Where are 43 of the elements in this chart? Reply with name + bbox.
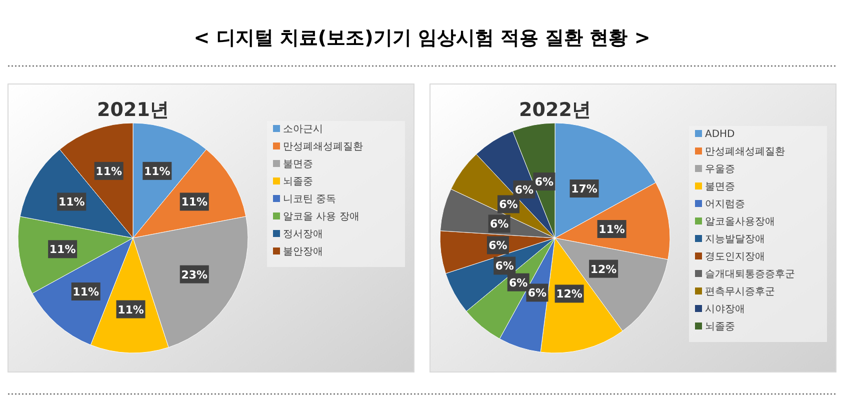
legend-label: 만성폐쇄성폐질환 [705,146,785,158]
legend-label: ADHD [705,129,736,140]
legend-label: 시야장애 [705,304,745,315]
legend-label: 뇌졸중 [283,176,313,188]
data-label: 6% [488,239,508,252]
legend-label: 니코틴 중독 [283,194,336,205]
legend-label: 정서장애 [283,229,323,240]
text: < 디지털 치료(보조)기기 임상시험 적용 질환 현황 > [194,27,650,49]
data-label: 11% [96,164,122,178]
data-label: 6% [490,218,509,231]
data-label: 6% [495,260,514,273]
legend-label: 만성폐쇄성폐질환 [283,142,363,152]
data-label: 12% [590,262,617,276]
chart-title: 2021년 [97,99,169,121]
legend-label: 우울증 [705,164,735,175]
data-label: 12% [556,288,582,301]
data-label: 11% [58,196,85,209]
legend-label: 불안장애 [283,246,323,258]
legend-label: 알코올사용장애 [705,216,775,228]
legend-label: 어지럼증 [705,199,745,210]
data-label: 6% [534,176,554,189]
data-label: 6% [509,276,528,290]
data-label: 11% [49,243,76,256]
legend-label: 경도인지장애 [705,252,765,262]
legend-label: 편측무시증후군 [705,286,775,298]
chart-title: 2022년 [519,99,591,121]
data-label: 6% [514,183,534,196]
data-label: 17% [571,182,598,196]
data-label: 11% [181,196,208,209]
data-label: 11% [598,223,625,236]
legend-label: 슬개대퇴통증증후군 [705,269,795,280]
data-label: 6% [499,198,518,212]
data-label: 6% [528,286,547,300]
legend-label: 소아근시 [283,124,323,135]
legend-label: 알코올 사용 장애 [283,212,360,222]
legend-label: 불면증 [705,182,735,192]
legend-label: 불면증 [283,159,313,170]
legend-label: 지능발달장애 [705,234,765,245]
legend-label: 뇌졸중 [705,322,735,332]
data-label: 11% [118,303,144,316]
data-label: 11% [72,285,100,298]
data-label: 11% [144,164,170,178]
data-label: 23% [181,268,208,282]
